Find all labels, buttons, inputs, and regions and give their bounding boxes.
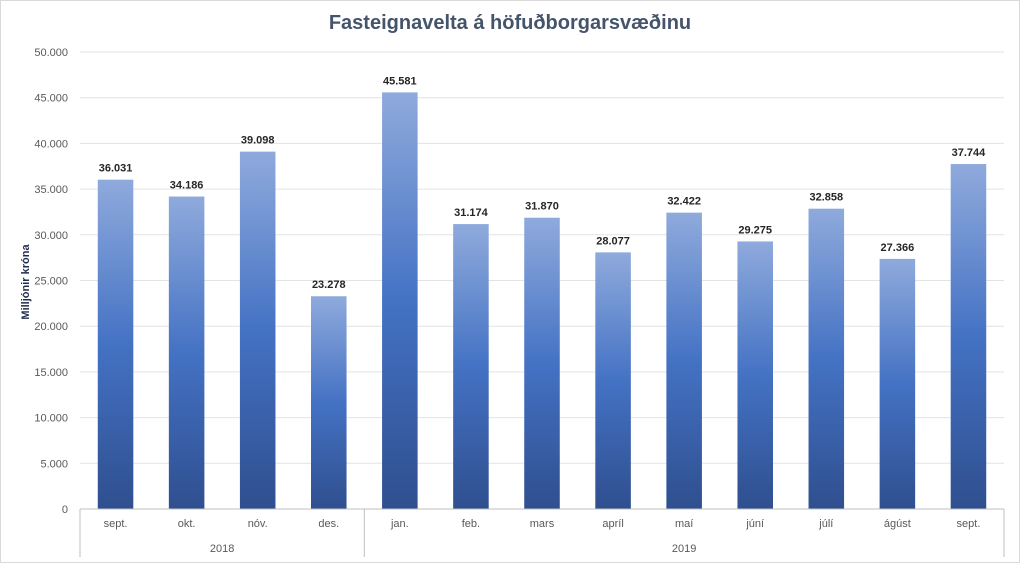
year-group-label: 2019 xyxy=(672,543,696,555)
y-axis-ticks: 0 5.000 10.000 15.000 20.000 25.000 30.000 35.0… xyxy=(34,47,68,516)
bar xyxy=(950,164,987,509)
data-label: 45.581 xyxy=(383,75,417,87)
x-tick-label: feb. xyxy=(462,518,480,530)
bar xyxy=(808,208,845,509)
y-tick-label: 35.000 xyxy=(34,184,68,196)
bar xyxy=(524,217,560,510)
y-tick-label: 0 xyxy=(62,504,68,516)
y-tick-label: 5.000 xyxy=(40,458,68,470)
bar xyxy=(595,252,631,509)
x-axis: sept. okt. nóv. des. jan. feb. mars apríl maí jún… xyxy=(79,508,1005,557)
year-group-label: 2018 xyxy=(210,543,234,555)
y-tick-label: 50.000 xyxy=(34,47,68,59)
x-tick-label: apríl xyxy=(602,518,623,530)
x-tick-label: sept. xyxy=(957,518,981,530)
x-tick-label: maí xyxy=(675,518,693,530)
data-label: 31.870 xyxy=(525,201,559,213)
y-tick-label: 10.000 xyxy=(34,413,68,425)
data-labels: 36.031 34.186 39.098 23.278 45.581 31.174 31.8… xyxy=(99,75,986,291)
x-tick-label: okt. xyxy=(178,518,196,530)
chart-title: Fasteignavelta á höfuðborgarsvæðinu xyxy=(328,12,692,34)
bar xyxy=(879,258,916,509)
data-label: 37.744 xyxy=(952,147,987,159)
bar xyxy=(666,212,702,510)
data-label: 36.031 xyxy=(99,163,133,175)
x-tick-label: ágúst xyxy=(884,518,911,530)
bar xyxy=(168,196,205,509)
bar xyxy=(97,179,134,509)
data-label: 39.098 xyxy=(241,135,275,147)
data-label: 34.186 xyxy=(170,180,204,192)
y-tick-label: 30.000 xyxy=(34,230,68,242)
bar xyxy=(453,224,489,509)
bar xyxy=(737,241,773,509)
data-label: 29.275 xyxy=(738,224,772,236)
y-tick-label: 40.000 xyxy=(34,138,68,150)
x-tick-label: júní xyxy=(745,518,764,530)
data-label: 31.174 xyxy=(454,207,489,219)
y-tick-label: 25.000 xyxy=(34,276,68,288)
x-tick-label: jan. xyxy=(390,518,409,530)
bar xyxy=(382,92,418,510)
data-label: 27.366 xyxy=(881,242,915,254)
data-label: 28.077 xyxy=(596,235,630,247)
data-label: 32.422 xyxy=(667,196,701,208)
x-tick-label: des. xyxy=(318,518,339,530)
y-tick-label: 15.000 xyxy=(34,367,68,379)
bar xyxy=(239,151,276,509)
x-tick-label: sept. xyxy=(104,518,128,530)
data-label: 23.278 xyxy=(312,279,346,291)
y-tick-label: 45.000 xyxy=(34,93,68,105)
x-tick-label: júlí xyxy=(818,518,833,530)
bar xyxy=(311,296,347,509)
x-tick-label: mars xyxy=(530,518,555,530)
bars xyxy=(97,92,987,510)
x-tick-label: nóv. xyxy=(248,518,268,530)
y-tick-label: 20.000 xyxy=(34,321,68,333)
data-label: 32.858 xyxy=(809,192,843,204)
